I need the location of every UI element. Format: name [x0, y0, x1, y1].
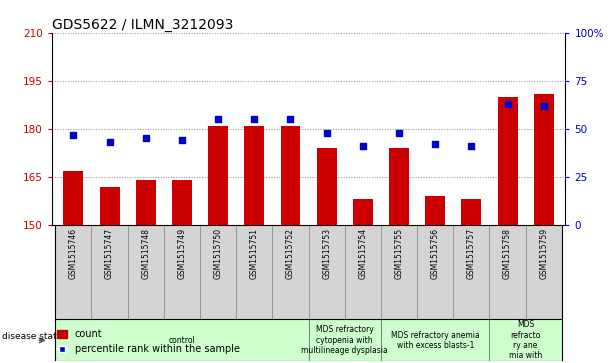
Bar: [55, 225, 91, 319]
Text: GSM1515756: GSM1515756: [430, 228, 440, 279]
Text: GSM1515753: GSM1515753: [322, 228, 331, 279]
Bar: [345, 225, 381, 319]
Text: GSM1515750: GSM1515750: [213, 228, 223, 279]
Bar: [489, 225, 526, 319]
Point: [394, 130, 404, 136]
Bar: [526, 225, 562, 319]
Bar: [381, 319, 489, 361]
Bar: [208, 126, 228, 225]
Text: GSM1515746: GSM1515746: [69, 228, 78, 279]
Text: control: control: [168, 336, 195, 345]
Bar: [425, 196, 445, 225]
Bar: [308, 225, 345, 319]
Text: GSM1515759: GSM1515759: [539, 228, 548, 279]
Text: GSM1515758: GSM1515758: [503, 228, 512, 279]
Text: GSM1515749: GSM1515749: [178, 228, 187, 279]
Bar: [454, 225, 489, 319]
Bar: [308, 319, 381, 361]
Bar: [497, 97, 517, 225]
Point: [141, 136, 151, 142]
Bar: [200, 225, 236, 319]
Point: [177, 138, 187, 143]
Bar: [381, 225, 417, 319]
Text: GSM1515754: GSM1515754: [358, 228, 367, 279]
Point: [430, 141, 440, 147]
Bar: [389, 148, 409, 225]
Point: [105, 139, 114, 145]
Point: [503, 101, 513, 107]
Bar: [91, 225, 128, 319]
Point: [286, 116, 295, 122]
Text: MDS refractory
cytopenia with
multilineage dysplasia: MDS refractory cytopenia with multilinea…: [302, 325, 388, 355]
Text: MDS
refracto
ry ane
mia with: MDS refracto ry ane mia with: [509, 320, 542, 360]
Point: [466, 143, 476, 149]
Bar: [272, 225, 308, 319]
Text: GSM1515755: GSM1515755: [395, 228, 404, 279]
Bar: [136, 180, 156, 225]
Point: [213, 116, 223, 122]
Point: [358, 143, 368, 149]
Bar: [317, 148, 337, 225]
Text: GSM1515752: GSM1515752: [286, 228, 295, 279]
Bar: [280, 126, 300, 225]
Text: GSM1515757: GSM1515757: [467, 228, 476, 279]
Bar: [63, 171, 83, 225]
Bar: [172, 180, 192, 225]
Bar: [353, 199, 373, 225]
Bar: [244, 126, 264, 225]
Text: GSM1515747: GSM1515747: [105, 228, 114, 279]
Bar: [236, 225, 272, 319]
Bar: [489, 319, 562, 361]
Text: disease state: disease state: [2, 332, 62, 341]
Text: GDS5622 / ILMN_3212093: GDS5622 / ILMN_3212093: [52, 18, 233, 32]
Text: MDS refractory anemia
with excess blasts-1: MDS refractory anemia with excess blasts…: [391, 331, 480, 350]
Text: GSM1515748: GSM1515748: [141, 228, 150, 279]
Bar: [128, 225, 164, 319]
Point: [322, 130, 331, 136]
Bar: [534, 94, 554, 225]
Bar: [55, 319, 308, 361]
Legend: count, percentile rank within the sample: count, percentile rank within the sample: [54, 326, 244, 358]
Bar: [100, 187, 120, 225]
Point: [539, 103, 548, 109]
Point: [249, 116, 259, 122]
Text: GSM1515751: GSM1515751: [250, 228, 259, 279]
Point: [69, 132, 78, 138]
Bar: [164, 225, 200, 319]
Bar: [461, 199, 482, 225]
Bar: [417, 225, 454, 319]
